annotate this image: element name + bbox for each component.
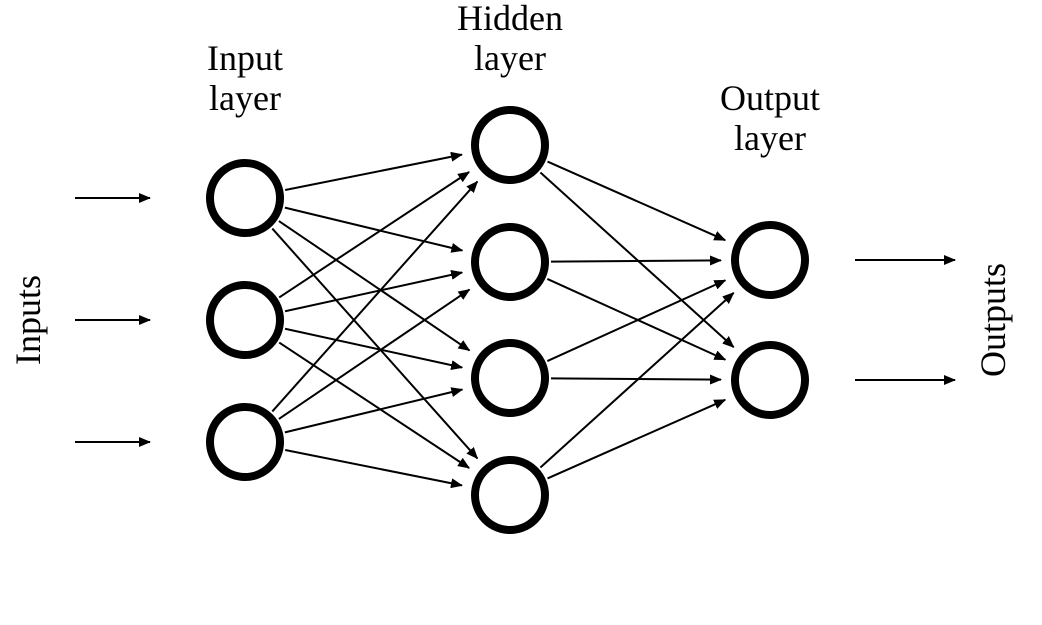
hidden-node bbox=[475, 227, 545, 297]
edge bbox=[547, 279, 725, 360]
edge bbox=[285, 155, 462, 190]
labels-group: Inputs Outputs Input layer Hidden layer … bbox=[8, 0, 1013, 377]
input-layer-label-line1: Input bbox=[207, 38, 283, 78]
hidden-node bbox=[475, 460, 545, 530]
output-node bbox=[735, 345, 805, 415]
edge bbox=[272, 182, 477, 412]
hidden-layer-label-line2: layer bbox=[474, 38, 546, 78]
outputs-side-label: Outputs bbox=[973, 263, 1013, 377]
nodes-group bbox=[210, 110, 805, 530]
output-layer-label-line1: Output bbox=[720, 78, 820, 118]
neural-network-diagram: Inputs Outputs Input layer Hidden layer … bbox=[0, 0, 1042, 625]
inputs-side-label: Inputs bbox=[8, 275, 48, 365]
edge bbox=[551, 378, 721, 379]
input-node bbox=[210, 163, 280, 233]
hidden-node bbox=[475, 343, 545, 413]
input-layer-label-line2: layer bbox=[209, 78, 281, 118]
edge bbox=[285, 329, 462, 368]
edge bbox=[279, 343, 469, 468]
edge bbox=[547, 280, 725, 361]
edge bbox=[272, 229, 477, 459]
output-layer-label-line2: layer bbox=[734, 118, 806, 158]
input-node bbox=[210, 407, 280, 477]
edge bbox=[551, 260, 721, 261]
hidden-layer-label-line1: Hidden bbox=[457, 0, 563, 38]
edge bbox=[547, 400, 725, 479]
edges-group bbox=[272, 155, 733, 486]
hidden-node bbox=[475, 110, 545, 180]
edge bbox=[285, 450, 462, 485]
edge bbox=[547, 162, 725, 241]
output-node bbox=[735, 225, 805, 295]
input-node bbox=[210, 285, 280, 355]
edge bbox=[279, 172, 469, 297]
edge bbox=[279, 221, 470, 350]
edge bbox=[279, 290, 470, 419]
edge bbox=[285, 272, 462, 311]
